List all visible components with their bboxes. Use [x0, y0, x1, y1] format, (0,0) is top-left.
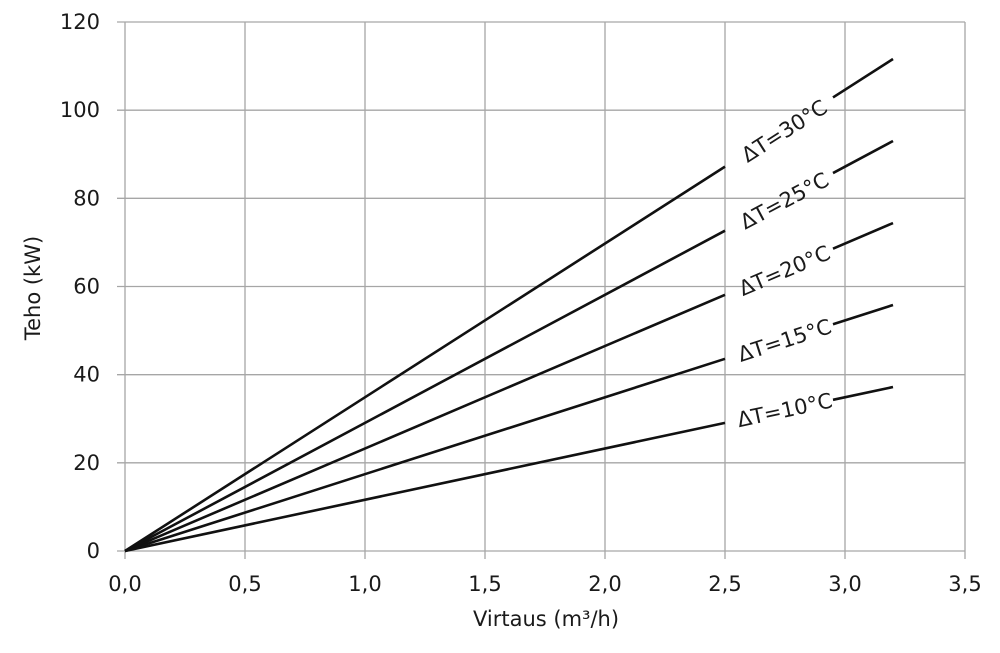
series-line-segment — [832, 139, 894, 175]
x-tick-label: 1,5 — [468, 572, 501, 596]
series-line-segment — [124, 165, 726, 553]
x-tick-label: 1,0 — [348, 572, 381, 596]
y-axis-ticks: 0 20 40 60 80 100 120 — [60, 10, 100, 563]
y-tick-label: 0 — [87, 539, 100, 563]
x-tick-label: 3,0 — [828, 572, 861, 596]
series-line-segment — [124, 357, 726, 553]
y-tick-label: 80 — [73, 186, 100, 210]
x-tick-label: 2,5 — [708, 572, 741, 596]
series-label: ΔT=30°C — [737, 95, 831, 167]
x-axis-ticks: 0,0 0,5 1,0 1,5 2,0 2,5 3,0 3,5 — [108, 572, 981, 596]
y-tick-label: 20 — [73, 451, 100, 475]
series-line-segment — [832, 57, 894, 99]
y-tick-label: 60 — [73, 275, 100, 299]
grid — [117, 21, 966, 559]
series-label: ΔT=20°C — [735, 241, 833, 301]
x-axis-title: Virtaus (m³/h) — [473, 607, 619, 631]
series-5: ΔT=10°C — [124, 385, 894, 553]
series-label: ΔT=15°C — [735, 314, 834, 366]
y-tick-label: 100 — [60, 98, 100, 122]
y-tick-label: 120 — [60, 10, 100, 34]
y-tick-label: 40 — [73, 363, 100, 387]
series-4: ΔT=15°C — [124, 303, 894, 553]
series-line-segment — [124, 293, 726, 553]
series-line-segment — [124, 421, 726, 553]
series-group: ΔT=30°CΔT=25°CΔT=20°C ΔT=15°C ΔT=10°C — [124, 57, 894, 553]
series-label: ΔT=25°C — [736, 168, 833, 235]
x-tick-label: 2,0 — [588, 572, 621, 596]
y-axis-title: Teho (kW) — [21, 236, 45, 341]
series-line-segment — [832, 303, 894, 326]
series-3: ΔT=20°C — [124, 221, 894, 553]
x-tick-label: 0,5 — [228, 572, 261, 596]
series-label: ΔT=10°C — [735, 389, 835, 433]
series-line-segment — [124, 229, 726, 553]
series-line-segment — [832, 221, 894, 250]
series-1: ΔT=30°C — [124, 57, 894, 553]
x-tick-label: 3,5 — [948, 572, 981, 596]
series-line-segment — [832, 385, 894, 402]
x-tick-label: 0,0 — [108, 572, 141, 596]
